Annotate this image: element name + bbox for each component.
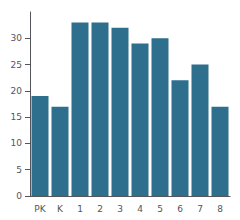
svg-text:K: K bbox=[57, 204, 64, 214]
svg-text:3: 3 bbox=[117, 204, 123, 214]
svg-text:8: 8 bbox=[217, 204, 223, 214]
svg-text:10: 10 bbox=[11, 138, 23, 148]
svg-text:7: 7 bbox=[197, 204, 203, 214]
svg-text:15: 15 bbox=[11, 112, 22, 122]
svg-text:2: 2 bbox=[97, 204, 103, 214]
svg-text:5: 5 bbox=[157, 204, 163, 214]
svg-text:30: 30 bbox=[11, 33, 23, 43]
svg-text:1: 1 bbox=[77, 204, 83, 214]
svg-text:4: 4 bbox=[137, 204, 143, 214]
svg-text:20: 20 bbox=[11, 86, 23, 96]
svg-text:25: 25 bbox=[11, 60, 22, 70]
svg-text:6: 6 bbox=[177, 204, 183, 214]
svg-text:PK: PK bbox=[34, 204, 46, 214]
svg-text:5: 5 bbox=[16, 165, 22, 175]
svg-text:0: 0 bbox=[16, 191, 22, 201]
